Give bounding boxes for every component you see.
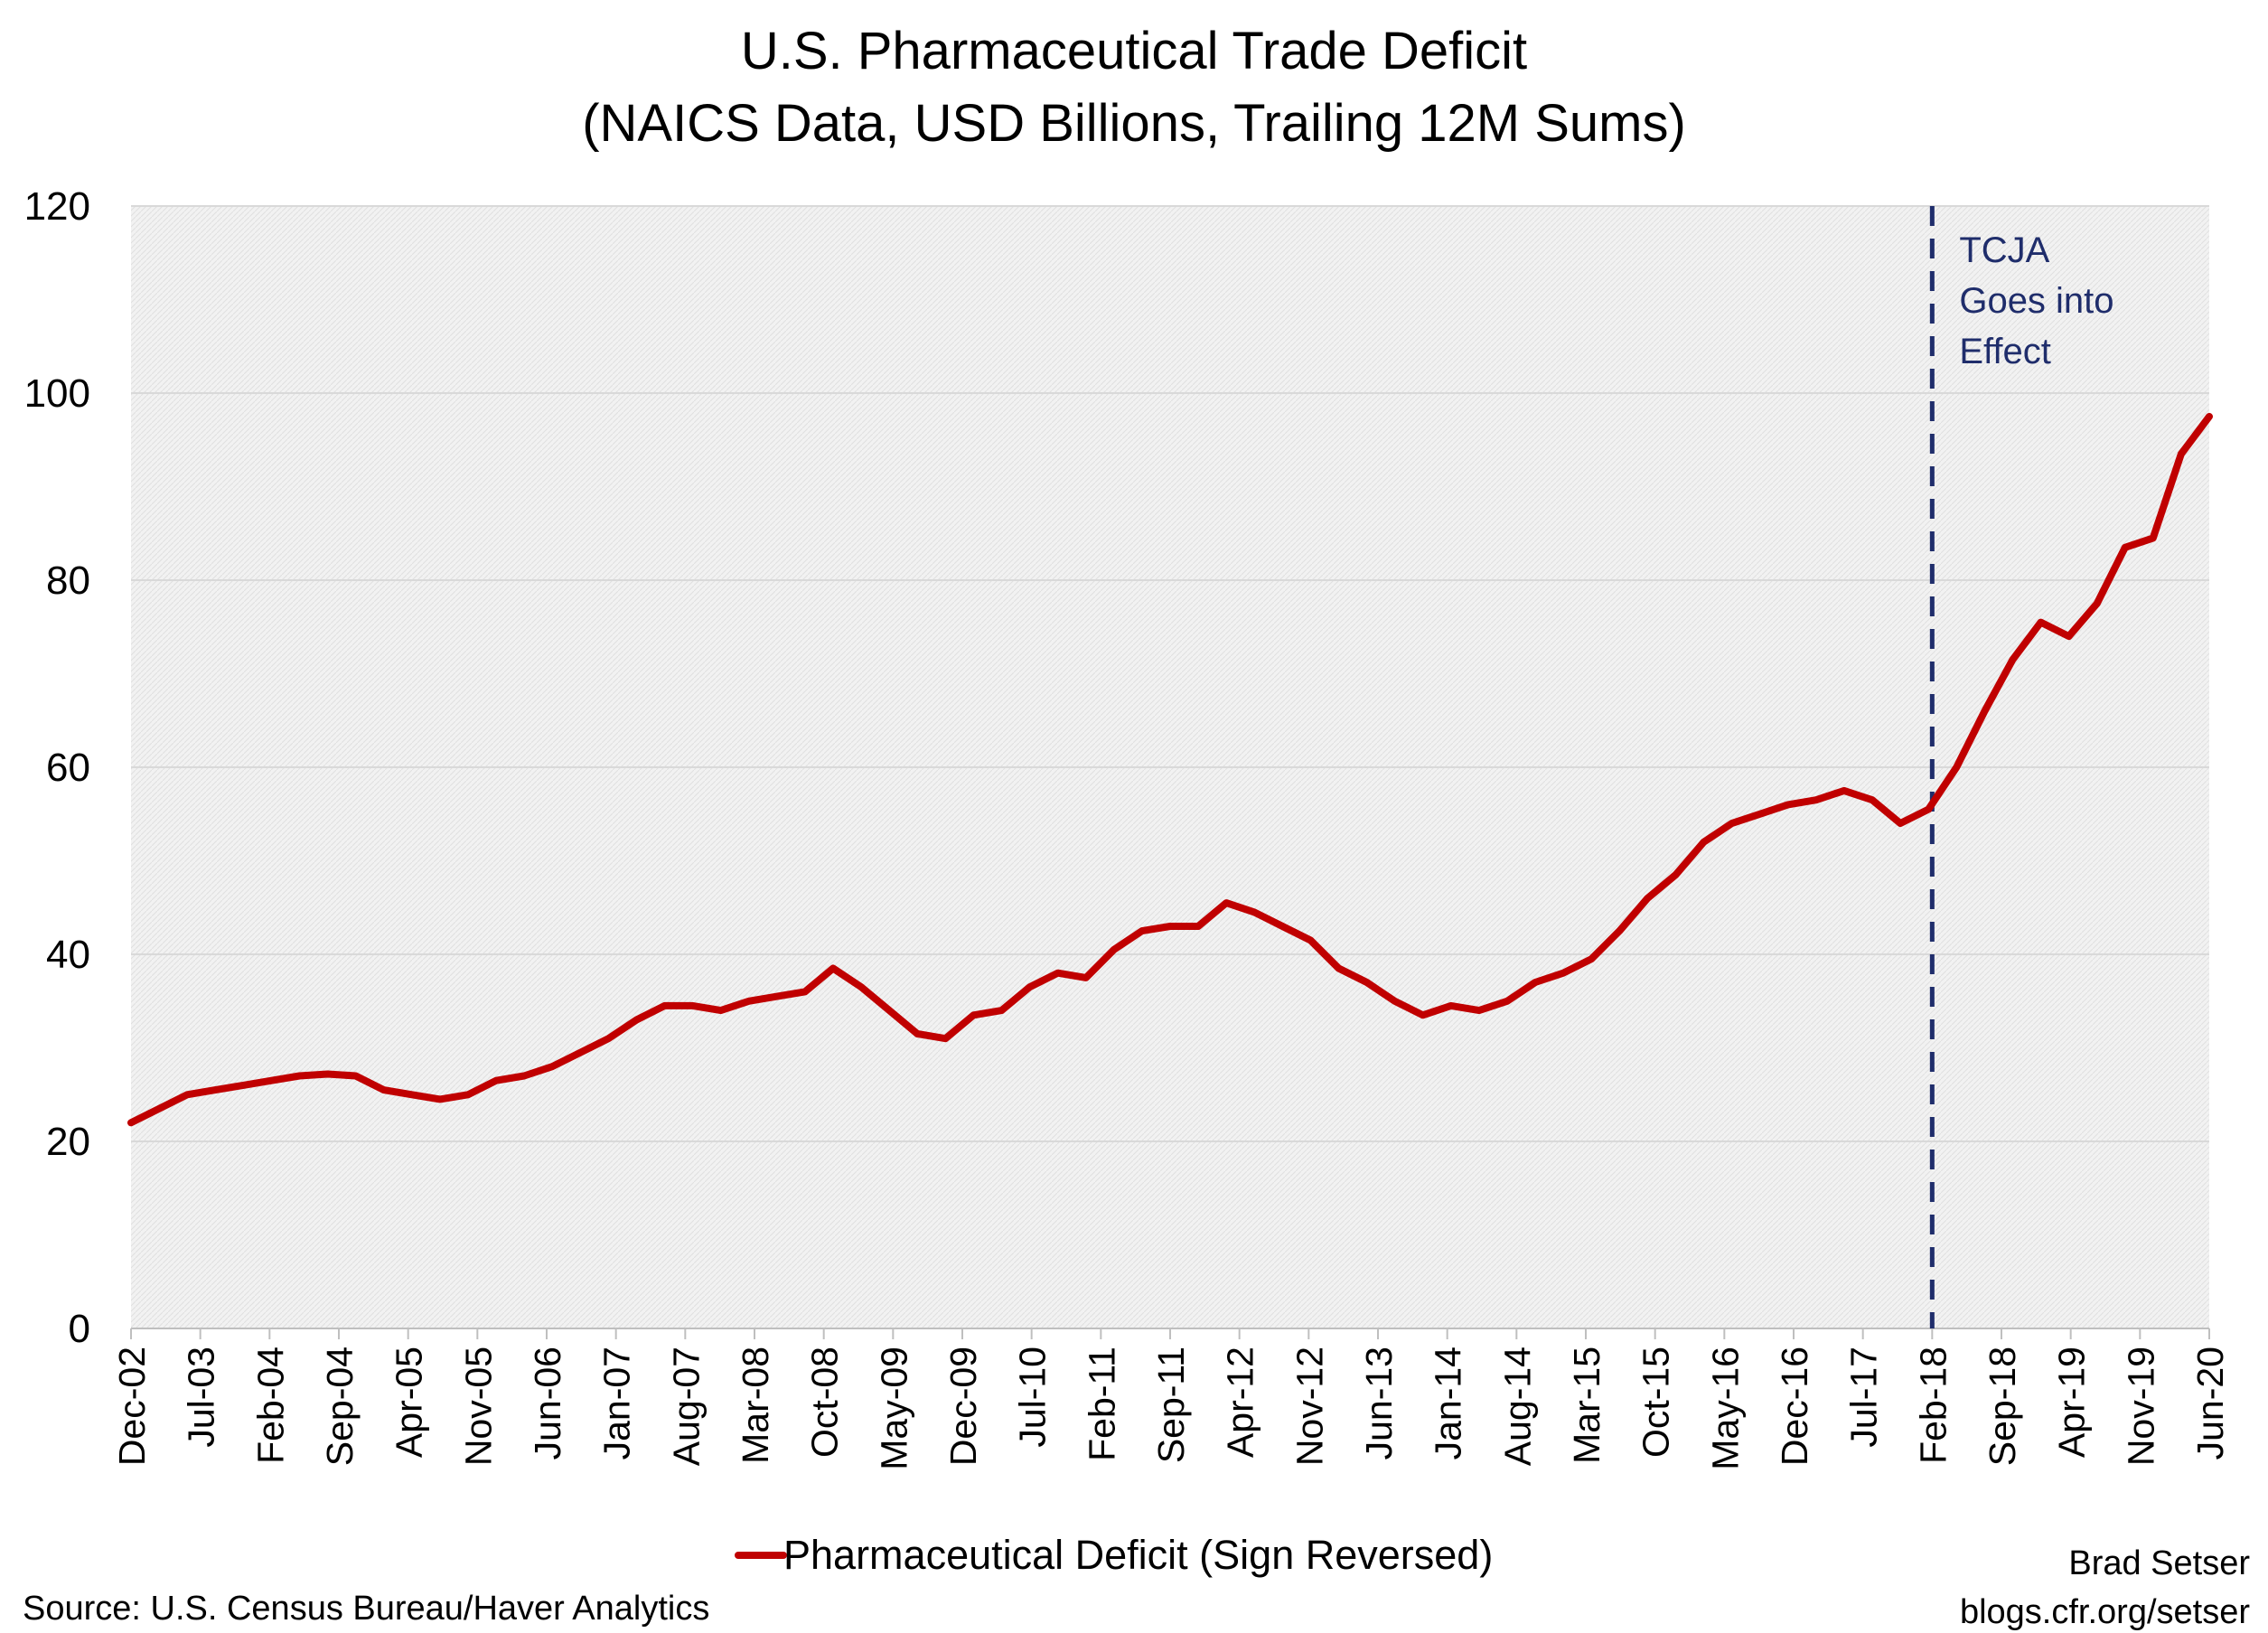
- x-tick-label: Oct-08: [804, 1347, 846, 1458]
- annotation-line: TCJA: [1959, 230, 2049, 270]
- x-tick-label: Jul-03: [181, 1347, 222, 1448]
- y-axis: 0 20 40 60 80 100 120: [24, 184, 90, 1351]
- source-note: Source: U.S. Census Bureau/Haver Analyti…: [23, 1590, 709, 1628]
- x-tick-label: May-16: [1704, 1347, 1746, 1470]
- x-tick-label: Jun-06: [527, 1347, 568, 1459]
- author-name: Brad Setser: [2068, 1544, 2250, 1582]
- y-tick-label: 60: [46, 746, 90, 790]
- y-tick-label: 120: [24, 184, 90, 229]
- x-tick-label: Dec-09: [942, 1347, 984, 1466]
- x-tick-label: Feb-04: [249, 1347, 291, 1464]
- x-tick-label: Mar-15: [1566, 1347, 1607, 1464]
- x-tick-label: Feb-11: [1081, 1347, 1122, 1461]
- legend-label: Pharmaceutical Deficit (Sign Reversed): [783, 1532, 1493, 1578]
- x-tick-label: Sep-11: [1150, 1347, 1192, 1463]
- y-tick-label: 100: [24, 371, 90, 416]
- x-tick-label: Sep-04: [319, 1347, 361, 1466]
- annotation-line: Effect: [1959, 332, 2051, 371]
- chart-title: U.S. Pharmaceutical Trade Deficit: [741, 22, 1527, 80]
- x-tick-label: Apr-05: [389, 1347, 430, 1458]
- x-tick-label: Jun-20: [2189, 1347, 2231, 1459]
- x-tick-label: Nov-12: [1289, 1347, 1330, 1466]
- x-tick-label: Mar-08: [735, 1347, 776, 1464]
- chart-subtitle: (NAICS Data, USD Billions, Trailing 12M …: [582, 94, 1686, 153]
- x-tick-label: Sep-18: [1982, 1347, 2023, 1466]
- y-tick-label: 20: [46, 1120, 90, 1164]
- x-tick-label: Jun-13: [1358, 1347, 1400, 1459]
- x-tick-label: Jan-07: [596, 1347, 638, 1459]
- tcja-annotation: TCJA Goes into Effect: [1959, 230, 2113, 371]
- x-tick-label: Jul-17: [1843, 1347, 1885, 1448]
- series-line-pharmaceutical-deficit: [127, 412, 2213, 1127]
- x-axis: Dec-02 Jul-03 Feb-04 Sep-04 Apr-05 Nov-05 Jun-…: [111, 1328, 2231, 1470]
- annotation-line: Goes into: [1959, 281, 2113, 321]
- y-tick-label: 40: [46, 933, 90, 977]
- x-tick-label: Oct-15: [1635, 1347, 1677, 1458]
- x-tick-label: Feb-18: [1912, 1347, 1954, 1464]
- gridlines: [131, 205, 2209, 1142]
- x-tick-label: Nov-19: [2120, 1347, 2161, 1466]
- x-tick-label: Jan-14: [1428, 1347, 1469, 1459]
- author-url: blogs.cfr.org/setser: [1960, 1593, 2250, 1631]
- x-tick-label: Apr-19: [2051, 1347, 2093, 1458]
- x-tick-label: Apr-12: [1220, 1347, 1261, 1458]
- y-tick-label: 80: [46, 558, 90, 603]
- x-tick-label: Jul-10: [1012, 1347, 1054, 1448]
- y-tick-label: 0: [69, 1307, 90, 1351]
- x-tick-label: Aug-07: [665, 1347, 707, 1466]
- x-tick-label: Dec-02: [111, 1347, 153, 1466]
- x-tick-label: Dec-16: [1774, 1347, 1815, 1466]
- x-tick-label: Nov-05: [457, 1347, 499, 1466]
- x-tick-label: Aug-14: [1496, 1347, 1538, 1466]
- x-tick-label: May-09: [873, 1347, 914, 1470]
